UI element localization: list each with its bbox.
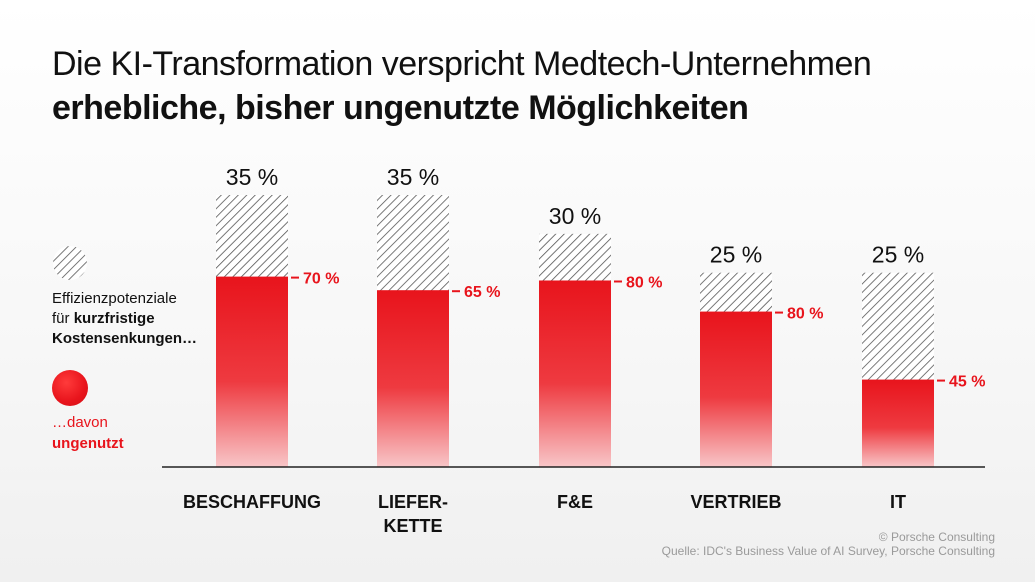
red-bar-3 xyxy=(700,311,772,467)
legend-red-line-2: ungenutzt xyxy=(52,435,124,452)
red-bar-4 xyxy=(862,379,934,467)
legend-hatch-line-1: Effizienzpotenziale xyxy=(52,290,177,307)
legend-hatch-swatch xyxy=(52,245,88,281)
category-label-2: F&E xyxy=(557,492,593,512)
legend-hatch-label: Effizienzpotenziale für kurzfristige Kos… xyxy=(52,289,197,349)
share-label-2: 80 % xyxy=(626,274,662,291)
chart-title: Die KI-Transformation verspricht Medtech… xyxy=(52,42,872,130)
total-label-4: 25 % xyxy=(872,242,924,268)
share-label-3: 80 % xyxy=(787,306,823,323)
category-label-3: VERTRIEB xyxy=(690,492,781,512)
total-label-1: 35 % xyxy=(387,164,439,190)
category-label-4: IT xyxy=(890,492,906,512)
total-label-0: 35 % xyxy=(226,164,278,190)
category-label-0: BESCHAFFUNG xyxy=(183,492,321,512)
total-label-2: 30 % xyxy=(549,203,601,229)
legend-hatch-line-2-bold: kurzfristige xyxy=(73,310,155,327)
legend-red-line-1: …davon xyxy=(52,414,108,431)
red-bar-2 xyxy=(539,280,611,467)
category-label-1: LIEFER-KETTE xyxy=(378,492,448,536)
red-bar-1 xyxy=(377,290,449,467)
copyright-text: © Porsche Consulting xyxy=(878,530,995,544)
total-label-3: 25 % xyxy=(710,242,762,268)
title-line-2: erhebliche, bisher ungenutzte Möglichkei… xyxy=(52,89,749,127)
title-line-1: Die KI-Transformation verspricht Medtech… xyxy=(52,45,872,83)
red-bar-0 xyxy=(216,276,288,467)
legend-hatch-line-2-prefix: für xyxy=(52,310,74,327)
share-label-1: 65 % xyxy=(464,284,500,301)
share-label-4: 45 % xyxy=(949,374,985,391)
source-text: Quelle: IDC's Business Value of AI Surve… xyxy=(661,544,995,558)
legend-hatch-line-3: Kostensenkungen… xyxy=(52,330,198,347)
legend-red-label: …davon ungenutzt xyxy=(52,412,124,454)
legend-red-swatch xyxy=(52,370,88,406)
share-label-0: 70 % xyxy=(303,271,339,288)
credits: © Porsche Consulting Quelle: IDC's Busin… xyxy=(662,530,995,558)
